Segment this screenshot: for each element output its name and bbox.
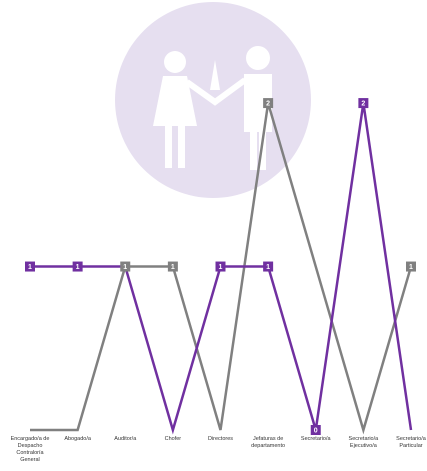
point-marker bbox=[120, 261, 131, 272]
x-tick-label: Abogado/a bbox=[64, 436, 91, 442]
data-label: 1 bbox=[76, 264, 80, 271]
x-tick-label: Secretario/a bbox=[300, 436, 331, 442]
data-label: 1 bbox=[28, 264, 32, 271]
point-marker bbox=[72, 261, 83, 272]
point-marker bbox=[358, 98, 369, 109]
data-label: 1 bbox=[171, 264, 175, 271]
point-marker bbox=[215, 261, 226, 272]
point-marker bbox=[406, 261, 416, 272]
background-illustration bbox=[115, 2, 311, 198]
x-tick-label: Secretario/a Ejecutivo/a bbox=[348, 436, 379, 449]
x-tick-label: Encargado/a de Despacho Contraloría Gene… bbox=[10, 436, 50, 463]
data-label: 1 bbox=[266, 264, 270, 271]
data-label: 1 bbox=[123, 264, 127, 271]
point-marker bbox=[25, 261, 35, 272]
data-label: 2 bbox=[266, 100, 270, 107]
x-tick-label: Chofer bbox=[164, 436, 182, 442]
data-label: 0 bbox=[314, 427, 318, 434]
data-label: 1 bbox=[409, 264, 413, 271]
data-label: 1 bbox=[219, 264, 223, 271]
point-marker bbox=[263, 98, 274, 109]
point-marker bbox=[310, 425, 321, 435]
point-marker bbox=[167, 261, 178, 272]
x-tick-label: Auditor/a bbox=[114, 436, 137, 442]
point-marker bbox=[263, 261, 274, 272]
series-line bbox=[30, 102, 413, 435]
data-label: 2 bbox=[361, 100, 365, 107]
x-tick-label: Secretario/a Particular bbox=[396, 436, 426, 449]
x-tick-label: Jefaturas de departamento bbox=[251, 436, 286, 449]
x-tick-label: Directores bbox=[207, 436, 234, 442]
